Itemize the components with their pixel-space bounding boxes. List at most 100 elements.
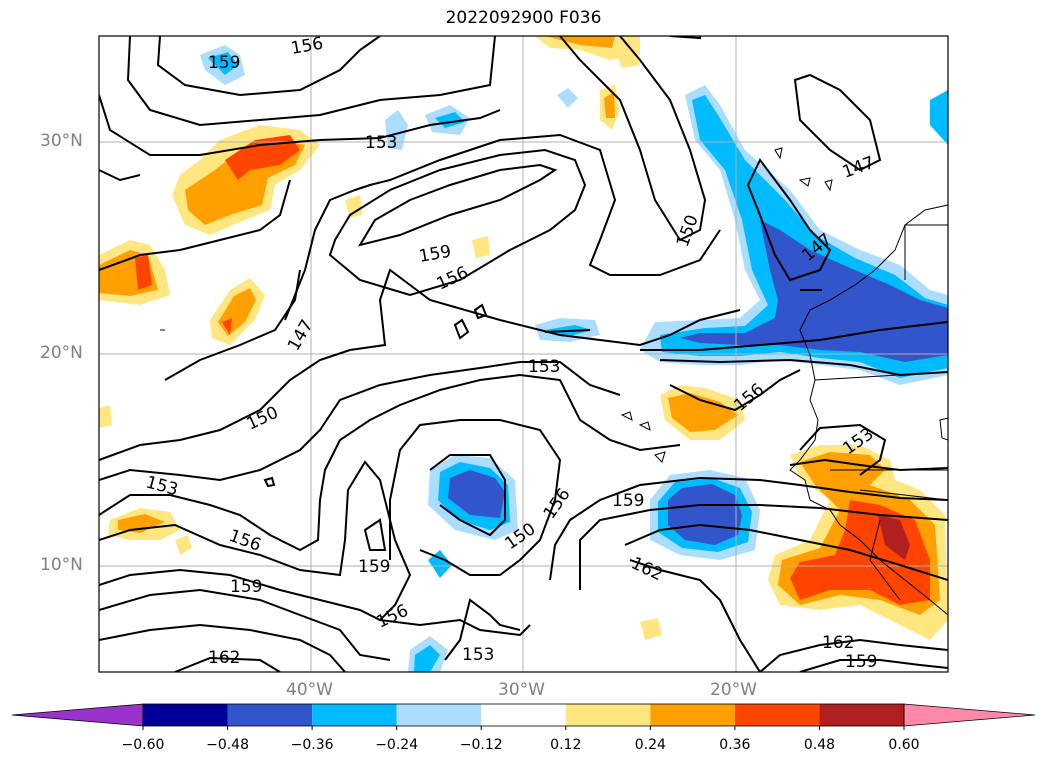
contour-line	[99, 169, 141, 182]
colorbar-tick-label: −0.24	[375, 737, 419, 753]
colorbar-extend-low	[11, 703, 144, 727]
negative-anomaly-area	[930, 90, 948, 145]
contour-line	[659, 358, 948, 377]
contour-lines	[99, 36, 948, 672]
contour-line	[156, 36, 381, 97]
negative-anomaly-area	[668, 484, 742, 545]
colorbar-bin	[650, 704, 735, 726]
negative-anomaly-area	[448, 470, 505, 518]
colorbar-bin	[481, 704, 566, 726]
contour-line	[453, 318, 470, 340]
contour-line	[473, 303, 488, 320]
positive-anomaly-area	[175, 535, 192, 555]
positive-anomaly-area	[99, 405, 112, 428]
island	[774, 147, 783, 160]
colorbar-tick-label: 0.24	[634, 737, 666, 753]
island	[638, 421, 651, 431]
positive-anomaly-area	[472, 236, 490, 258]
colorbar-tick-label: −0.12	[459, 737, 503, 753]
contour-line	[328, 148, 587, 297]
africa-coastline	[789, 204, 948, 616]
contour-label: 153	[528, 357, 560, 377]
contour-line	[793, 73, 882, 172]
contour-line	[799, 423, 887, 476]
map-plot-area: 159 156 153 159 156 147 150 153 156 159 …	[99, 34, 948, 672]
contour-line	[99, 460, 412, 621]
positive-anomaly-area	[640, 618, 662, 640]
colorbar-bin	[734, 704, 820, 726]
positive-anomaly-area	[668, 393, 738, 432]
positive-anomaly-area	[118, 514, 165, 533]
island	[798, 177, 811, 187]
contour-label: 162	[208, 648, 240, 668]
contour-line	[669, 36, 701, 40]
colorbar-tick-label: 0.12	[550, 737, 582, 753]
colorbar-tick-label: 0.48	[803, 737, 836, 753]
contour-line	[99, 268, 741, 461]
contour-line	[746, 158, 832, 282]
negative-anomaly-area	[208, 52, 238, 75]
contour-line	[629, 559, 761, 672]
contour-line	[99, 94, 501, 156]
contour-label: 159	[358, 557, 390, 577]
contour-line	[357, 163, 558, 247]
contour-line	[263, 476, 276, 488]
contour-line	[799, 659, 948, 672]
contour-line	[579, 504, 948, 590]
contour-line	[669, 369, 801, 412]
contour-line	[549, 476, 948, 581]
colorbar-extend-high	[903, 703, 1036, 727]
contour-line	[759, 638, 948, 672]
contour-line	[99, 361, 621, 482]
lon-label-40W: 40°W	[286, 680, 333, 700]
positive-anomaly-area	[878, 515, 910, 560]
contour-line	[174, 656, 281, 672]
contour-label: 159	[845, 652, 877, 672]
country-border	[869, 519, 901, 601]
contour-label: 159	[230, 577, 262, 597]
colorbar-tick-label: −0.36	[290, 737, 334, 753]
colorbar-tick-label: −0.60	[121, 737, 165, 753]
lon-label-30W: 30°W	[498, 680, 545, 700]
lat-label-10N: 10°N	[40, 555, 83, 575]
colorbar-tick-label: 0.36	[719, 737, 751, 753]
colorbar-bin	[565, 704, 651, 726]
positive-anomaly-area	[604, 92, 615, 118]
colorbar-bin	[312, 704, 397, 726]
positive-anomaly-area	[345, 195, 362, 218]
contour-label: 162	[822, 633, 854, 653]
lat-label-20N: 20°N	[40, 343, 83, 363]
contour-line	[363, 518, 387, 551]
lat-label-30N: 30°N	[40, 131, 83, 151]
colorbar-tick-label: −0.48	[206, 737, 249, 753]
contour-line	[164, 269, 301, 381]
country-border	[859, 489, 948, 501]
colorbar-bin	[819, 704, 904, 726]
contour-line	[99, 568, 531, 637]
positive-anomaly-area	[225, 135, 300, 180]
contour-line	[624, 523, 948, 581]
negative-anomaly-area	[557, 88, 578, 108]
island	[939, 417, 948, 441]
contour-label: 153	[365, 133, 397, 153]
contour-line	[99, 179, 291, 271]
positive-anomaly-area	[135, 255, 152, 290]
positive-anomaly-area	[222, 318, 232, 335]
contour-line	[99, 588, 391, 661]
contour-line	[789, 458, 948, 472]
gridlines	[99, 36, 948, 672]
contour-line	[640, 321, 948, 351]
contour-line	[559, 36, 707, 242]
contour-line	[126, 36, 496, 127]
coastlines	[160, 147, 948, 616]
contour-line	[99, 373, 681, 552]
contour-line	[99, 623, 346, 672]
contour-line	[429, 454, 506, 537]
contour-label: 159	[208, 53, 240, 73]
contour-label: 156	[289, 34, 324, 59]
colorbar	[11, 703, 1036, 730]
colorbar-bin	[227, 704, 313, 726]
contour-line	[389, 419, 562, 576]
colorbar-frame	[142, 703, 905, 727]
